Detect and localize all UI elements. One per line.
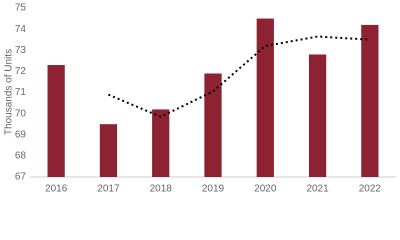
- x-tick-label: 2021: [306, 184, 329, 195]
- y-tick-label: 74: [15, 24, 27, 35]
- y-tick-label: 68: [15, 151, 27, 162]
- x-tick-label: 2020: [254, 184, 277, 195]
- bar: [308, 54, 327, 177]
- bar: [152, 109, 170, 177]
- x-tick-label: 2022: [359, 184, 382, 195]
- bar: [361, 24, 379, 178]
- y-tick-label: 71: [15, 87, 27, 98]
- x-tick-label: 2018: [150, 184, 173, 195]
- y-tick-label: 69: [15, 129, 27, 140]
- x-tick-label: 2017: [97, 184, 120, 195]
- chart: Thousands of Units 67 68 69 70 71 72 73 74 75 201…: [4, 3, 396, 195]
- y-tick-label: 67: [15, 172, 27, 183]
- bar: [47, 65, 65, 177]
- x-tick-label: 2019: [202, 184, 225, 195]
- bar: [256, 18, 274, 177]
- bar: [204, 73, 222, 177]
- y-tick-label: 70: [15, 108, 27, 119]
- y-axis-title: Thousands of Units: [4, 49, 15, 135]
- trend-line: [108, 35, 370, 118]
- y-tick-label: 72: [15, 66, 27, 77]
- y-tick-label: 75: [15, 3, 27, 14]
- x-tick-label: 2016: [45, 184, 68, 195]
- y-tick-label: 73: [15, 45, 27, 56]
- bar: [99, 124, 118, 177]
